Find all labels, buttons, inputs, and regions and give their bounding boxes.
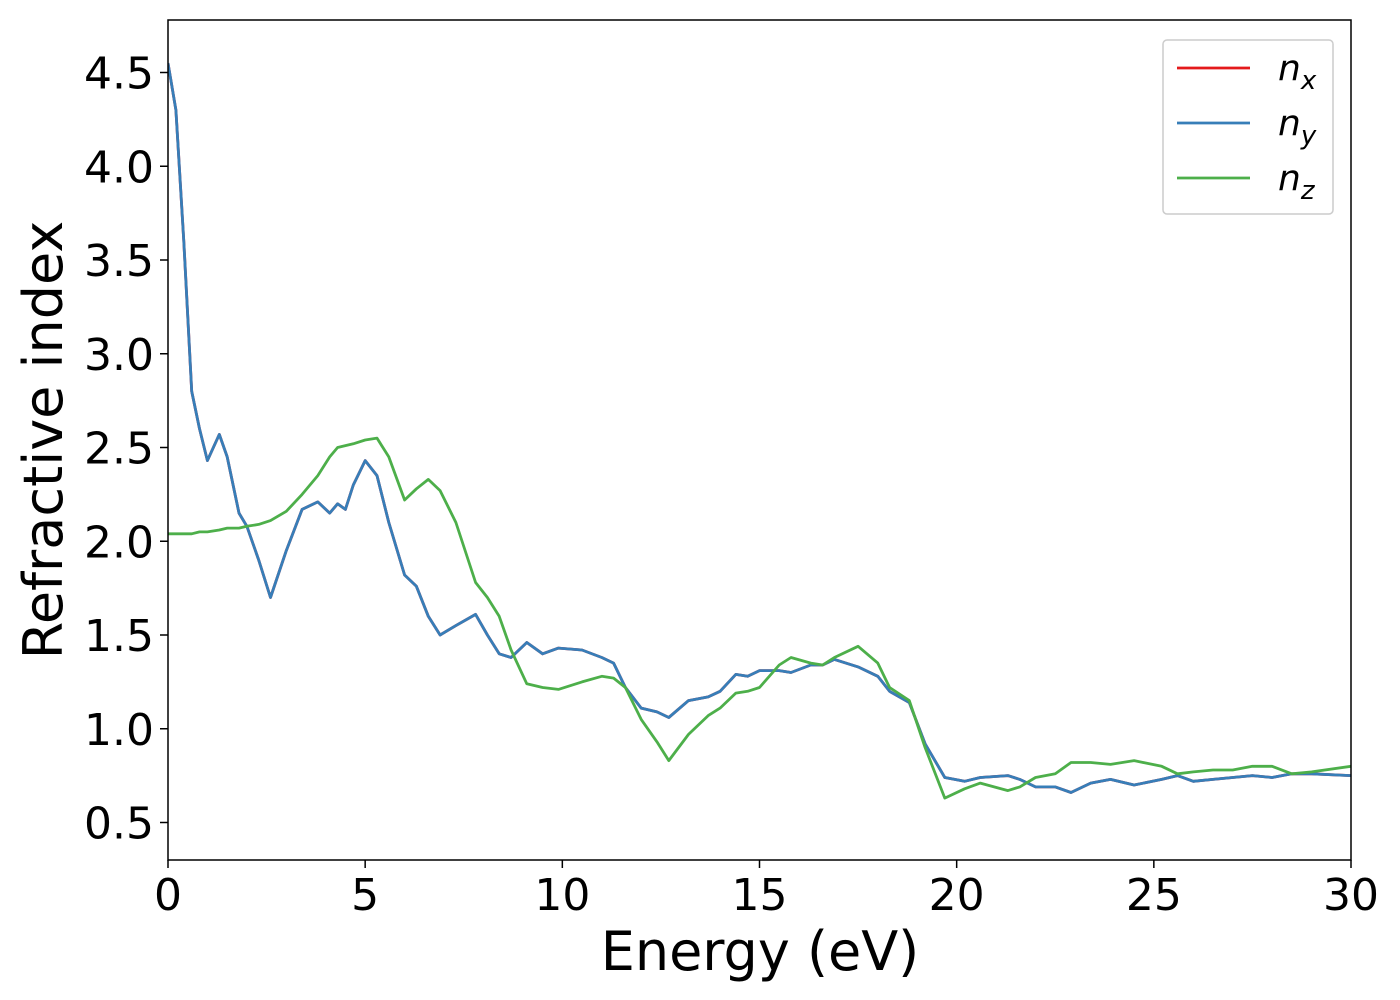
x-tick-label: 25 [1126, 870, 1182, 921]
x-axis-label: Energy (eV) [601, 920, 920, 983]
legend-label: nx [1278, 48, 1317, 96]
plot-frame [167, 19, 1352, 861]
legend-label: nz [1278, 158, 1316, 206]
y-tick-label: 1.0 [84, 705, 154, 756]
x-tick-label: 15 [732, 870, 788, 921]
x-tick-label: 5 [351, 870, 379, 921]
legend-subscript: z [1300, 176, 1316, 206]
legend-label: ny [1278, 103, 1317, 151]
y-tick-label: 2.5 [84, 424, 154, 475]
y-tick-label: 1.5 [84, 611, 154, 662]
y-tick-label: 2.0 [84, 517, 154, 568]
x-tick-label: 10 [534, 870, 590, 921]
x-tick-label: 0 [154, 870, 182, 921]
series-line [168, 62, 1351, 794]
legend-subscript: y [1300, 121, 1317, 151]
y-tick-label: 4.0 [84, 142, 154, 193]
y-tick-label: 3.5 [84, 236, 154, 287]
y-tick-label: 3.0 [84, 330, 154, 381]
legend-box [1162, 39, 1334, 215]
y-tick-label: 0.5 [84, 799, 154, 850]
legend-subscript: x [1300, 66, 1317, 96]
legend-name: n [1278, 103, 1301, 144]
y-axis-label: Refractive index [12, 221, 75, 660]
y-tick-label: 4.5 [84, 49, 154, 100]
x-tick-label: 20 [929, 870, 985, 921]
legend-name: n [1278, 158, 1301, 199]
series-line [168, 436, 1351, 800]
legend-name: n [1278, 48, 1301, 89]
x-tick-label: 30 [1323, 870, 1379, 921]
